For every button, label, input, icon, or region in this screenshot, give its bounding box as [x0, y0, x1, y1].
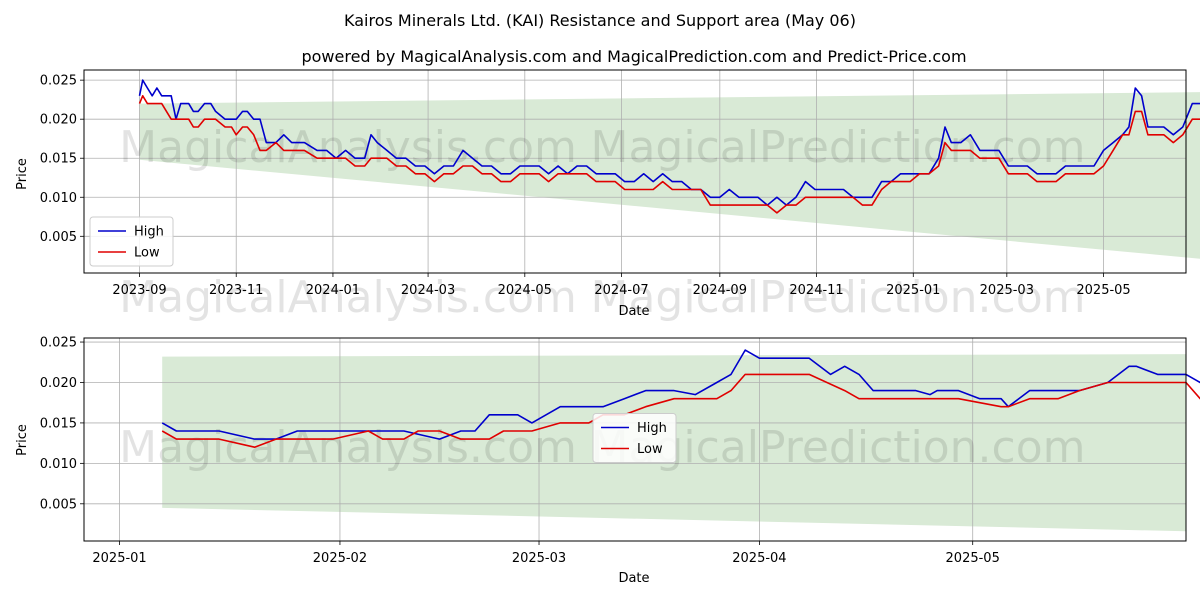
- x-tick-label: 2024-07: [594, 283, 648, 298]
- resistance-support-chart-recent: MagicalAnalysis.com MagicalPrediction.co…: [15, 336, 1200, 586]
- y-tick-label: 0.015: [40, 152, 77, 167]
- x-axis-label: Date: [618, 571, 649, 586]
- chart-subtitle: powered by MagicalAnalysis.com and Magic…: [301, 47, 966, 66]
- watermark-text: MagicalPrediction.com: [591, 272, 1086, 323]
- y-axis-label: Price: [15, 158, 30, 190]
- legend: High Low: [592, 413, 677, 463]
- y-tick-label: 0.010: [40, 191, 77, 206]
- series-line-low: [161, 373, 1200, 448]
- legend-label: High: [637, 421, 667, 436]
- plot-frame: [83, 69, 1187, 274]
- series-line-high: [138, 79, 1200, 206]
- legend: High Low: [89, 216, 174, 267]
- legend-box: [592, 413, 677, 463]
- y-tick-label: 0.010: [40, 457, 77, 472]
- chart-title: Kairos Minerals Ltd. (KAI) Resistance an…: [344, 11, 856, 30]
- x-tick-label: 2024-01: [306, 283, 360, 298]
- y-tick-label: 0.025: [40, 74, 77, 89]
- x-tick-label: 2025-03: [980, 283, 1034, 298]
- plot-frame: [83, 337, 1187, 542]
- x-axis-label: Date: [618, 304, 649, 319]
- x-tick-label: 2025-04: [732, 551, 786, 566]
- y-tick-label: 0.020: [40, 376, 77, 391]
- legend-label: High: [134, 225, 164, 240]
- watermark-text: MagicalAnalysis.com: [119, 272, 577, 323]
- legend-label: Low: [637, 442, 663, 457]
- series-line-low: [138, 95, 1200, 214]
- x-tick-label: 2025-02: [313, 551, 367, 566]
- resistance-support-chart-full: MagicalAnalysis.com MagicalPrediction.co…: [15, 69, 1200, 323]
- x-tick-label: 2023-11: [209, 283, 263, 298]
- x-tick-label: 2024-03: [401, 283, 455, 298]
- x-tick-label: 2025-03: [512, 551, 566, 566]
- legend-box: [89, 216, 174, 267]
- x-tick-label: 2025-05: [946, 551, 1000, 566]
- watermark-text: MagicalAnalysis.com: [119, 422, 577, 473]
- x-tick-label: 2024-05: [498, 283, 552, 298]
- x-tick-label: 2025-01: [92, 551, 146, 566]
- x-tick-label: 2023-09: [112, 283, 166, 298]
- y-tick-label: 0.020: [40, 113, 77, 128]
- x-tick-label: 2025-05: [1076, 283, 1130, 298]
- y-tick-label: 0.025: [40, 336, 77, 351]
- support-resistance-band: [139, 92, 1200, 259]
- x-tick-label: 2024-09: [693, 283, 747, 298]
- watermark-text: MagicalAnalysis.com: [119, 122, 577, 173]
- legend-label: Low: [134, 246, 160, 261]
- x-tick-label: 2024-11: [789, 283, 843, 298]
- y-tick-label: 0.015: [40, 416, 77, 431]
- y-tick-label: 0.005: [40, 230, 77, 245]
- y-tick-label: 0.005: [40, 497, 77, 512]
- x-tick-label: 2025-01: [886, 283, 940, 298]
- y-axis-label: Price: [15, 424, 30, 456]
- series-line-high: [161, 349, 1200, 440]
